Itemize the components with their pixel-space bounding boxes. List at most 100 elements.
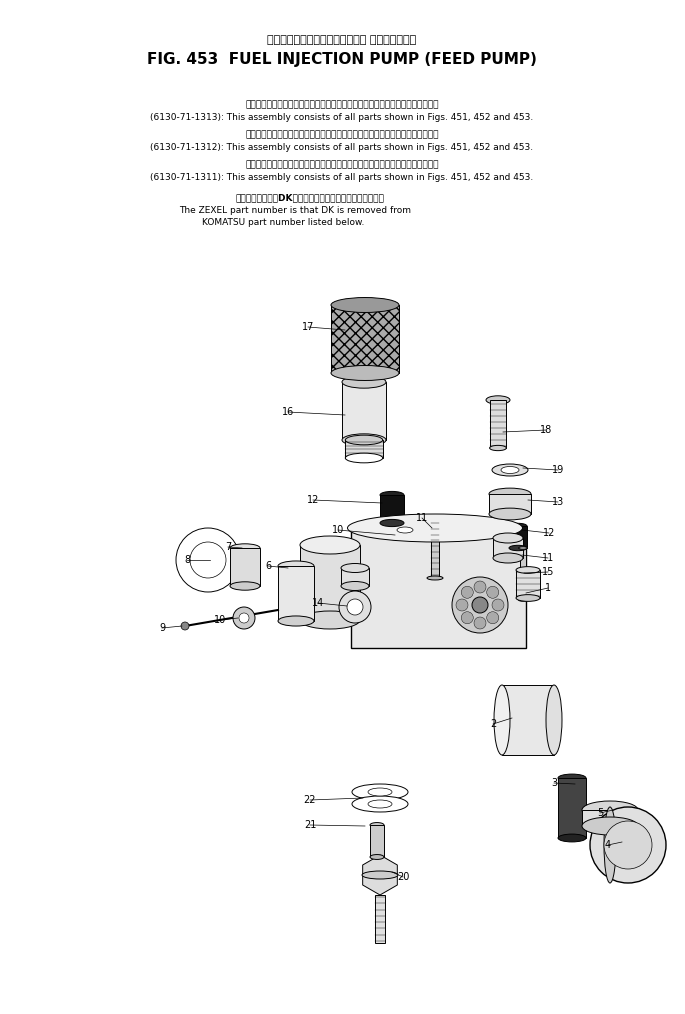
Ellipse shape <box>604 807 616 883</box>
Ellipse shape <box>345 435 383 445</box>
Bar <box>331 305 399 373</box>
Text: 13: 13 <box>552 497 564 507</box>
Circle shape <box>474 617 486 629</box>
Text: 14: 14 <box>312 598 324 608</box>
Text: このアセンブリの構成部品は第４５１，４５２図および第４５３図を含みます．: このアセンブリの構成部品は第４５１，４５２図および第４５３図を含みます． <box>245 100 439 108</box>
Ellipse shape <box>352 784 408 800</box>
Ellipse shape <box>341 564 369 573</box>
Text: このアセンブリの構成部品は第４５１，４５２図および第４５３図を含みます．: このアセンブリの構成部品は第４５１，４５２図および第４５３図を含みます． <box>245 130 439 139</box>
Circle shape <box>461 586 473 598</box>
Bar <box>375 895 385 943</box>
Text: 1: 1 <box>545 583 551 593</box>
Text: 品番のメーカ記号DKを除いたものがゼクセルの品番です．: 品番のメーカ記号DKを除いたものがゼクセルの品番です． <box>236 193 384 202</box>
Text: 19: 19 <box>552 465 564 475</box>
Ellipse shape <box>493 533 523 544</box>
Ellipse shape <box>230 544 260 553</box>
Text: (6130-71-1312): This assembly consists of all parts shown in Figs. 451, 452 and : (6130-71-1312): This assembly consists o… <box>151 143 534 152</box>
Bar <box>341 568 369 586</box>
Ellipse shape <box>230 582 260 590</box>
Bar <box>342 382 386 440</box>
Ellipse shape <box>501 466 519 474</box>
Circle shape <box>487 586 499 598</box>
Ellipse shape <box>380 519 404 526</box>
Bar <box>489 494 531 514</box>
Bar <box>502 685 554 755</box>
Ellipse shape <box>342 376 386 388</box>
Ellipse shape <box>427 518 443 522</box>
Circle shape <box>492 599 504 611</box>
Text: 3: 3 <box>551 778 557 788</box>
Bar <box>509 526 527 548</box>
Ellipse shape <box>362 871 398 879</box>
Ellipse shape <box>397 527 413 533</box>
Text: The ZEXEL part number is that DK is removed from: The ZEXEL part number is that DK is remo… <box>179 206 411 215</box>
Bar <box>300 545 360 620</box>
Ellipse shape <box>493 553 523 563</box>
Text: 15: 15 <box>542 567 554 577</box>
Text: 2: 2 <box>490 719 496 729</box>
Text: 6: 6 <box>265 561 271 571</box>
Text: 22: 22 <box>303 795 316 805</box>
Ellipse shape <box>519 599 527 601</box>
Text: 12: 12 <box>543 528 555 538</box>
Ellipse shape <box>516 594 540 601</box>
Bar <box>370 825 384 857</box>
Text: (6130-71-1311): This assembly consists of all parts shown in Figs. 451, 452 and : (6130-71-1311): This assembly consists o… <box>151 173 534 182</box>
Ellipse shape <box>331 365 399 380</box>
Circle shape <box>233 607 255 629</box>
Ellipse shape <box>516 567 540 573</box>
Circle shape <box>347 599 363 615</box>
Bar <box>345 440 383 458</box>
Bar <box>582 810 638 826</box>
Ellipse shape <box>300 611 360 629</box>
Circle shape <box>190 542 226 578</box>
Ellipse shape <box>489 508 531 520</box>
Ellipse shape <box>558 774 586 782</box>
Ellipse shape <box>519 547 527 550</box>
Ellipse shape <box>509 523 527 528</box>
Ellipse shape <box>341 581 369 590</box>
Circle shape <box>604 821 652 869</box>
Bar <box>431 520 439 578</box>
Ellipse shape <box>300 536 360 554</box>
Text: 8: 8 <box>184 555 190 565</box>
Bar <box>278 566 314 621</box>
Circle shape <box>181 622 189 630</box>
Ellipse shape <box>370 855 384 860</box>
Circle shape <box>474 581 486 593</box>
Text: 12: 12 <box>307 495 319 505</box>
Ellipse shape <box>427 576 443 580</box>
Text: FIG. 453  FUEL INJECTION PUMP (FEED PUMP): FIG. 453 FUEL INJECTION PUMP (FEED PUMP) <box>147 52 537 67</box>
Ellipse shape <box>380 492 404 499</box>
Ellipse shape <box>558 835 586 842</box>
Ellipse shape <box>490 445 506 450</box>
Bar <box>331 305 399 373</box>
Text: 5: 5 <box>597 808 603 818</box>
Circle shape <box>487 611 499 624</box>
Circle shape <box>461 611 473 624</box>
Text: 9: 9 <box>159 623 165 633</box>
Text: 4: 4 <box>605 840 611 850</box>
Bar <box>520 548 526 600</box>
Ellipse shape <box>352 796 408 812</box>
Circle shape <box>176 528 240 592</box>
Ellipse shape <box>370 822 384 827</box>
Text: 18: 18 <box>540 425 552 435</box>
Bar <box>380 495 404 523</box>
Ellipse shape <box>278 615 314 626</box>
Bar <box>493 538 523 558</box>
Text: 16: 16 <box>282 407 294 417</box>
Ellipse shape <box>582 801 638 819</box>
Circle shape <box>590 807 666 883</box>
Polygon shape <box>362 855 397 895</box>
Bar <box>230 548 260 586</box>
Ellipse shape <box>546 685 562 755</box>
Text: KOMATSU part number listed below.: KOMATSU part number listed below. <box>202 218 364 227</box>
Bar <box>490 400 506 448</box>
Ellipse shape <box>278 561 314 571</box>
Text: 10: 10 <box>214 615 226 625</box>
Ellipse shape <box>509 546 527 551</box>
Polygon shape <box>351 528 526 648</box>
Ellipse shape <box>345 453 383 462</box>
Ellipse shape <box>492 464 528 476</box>
